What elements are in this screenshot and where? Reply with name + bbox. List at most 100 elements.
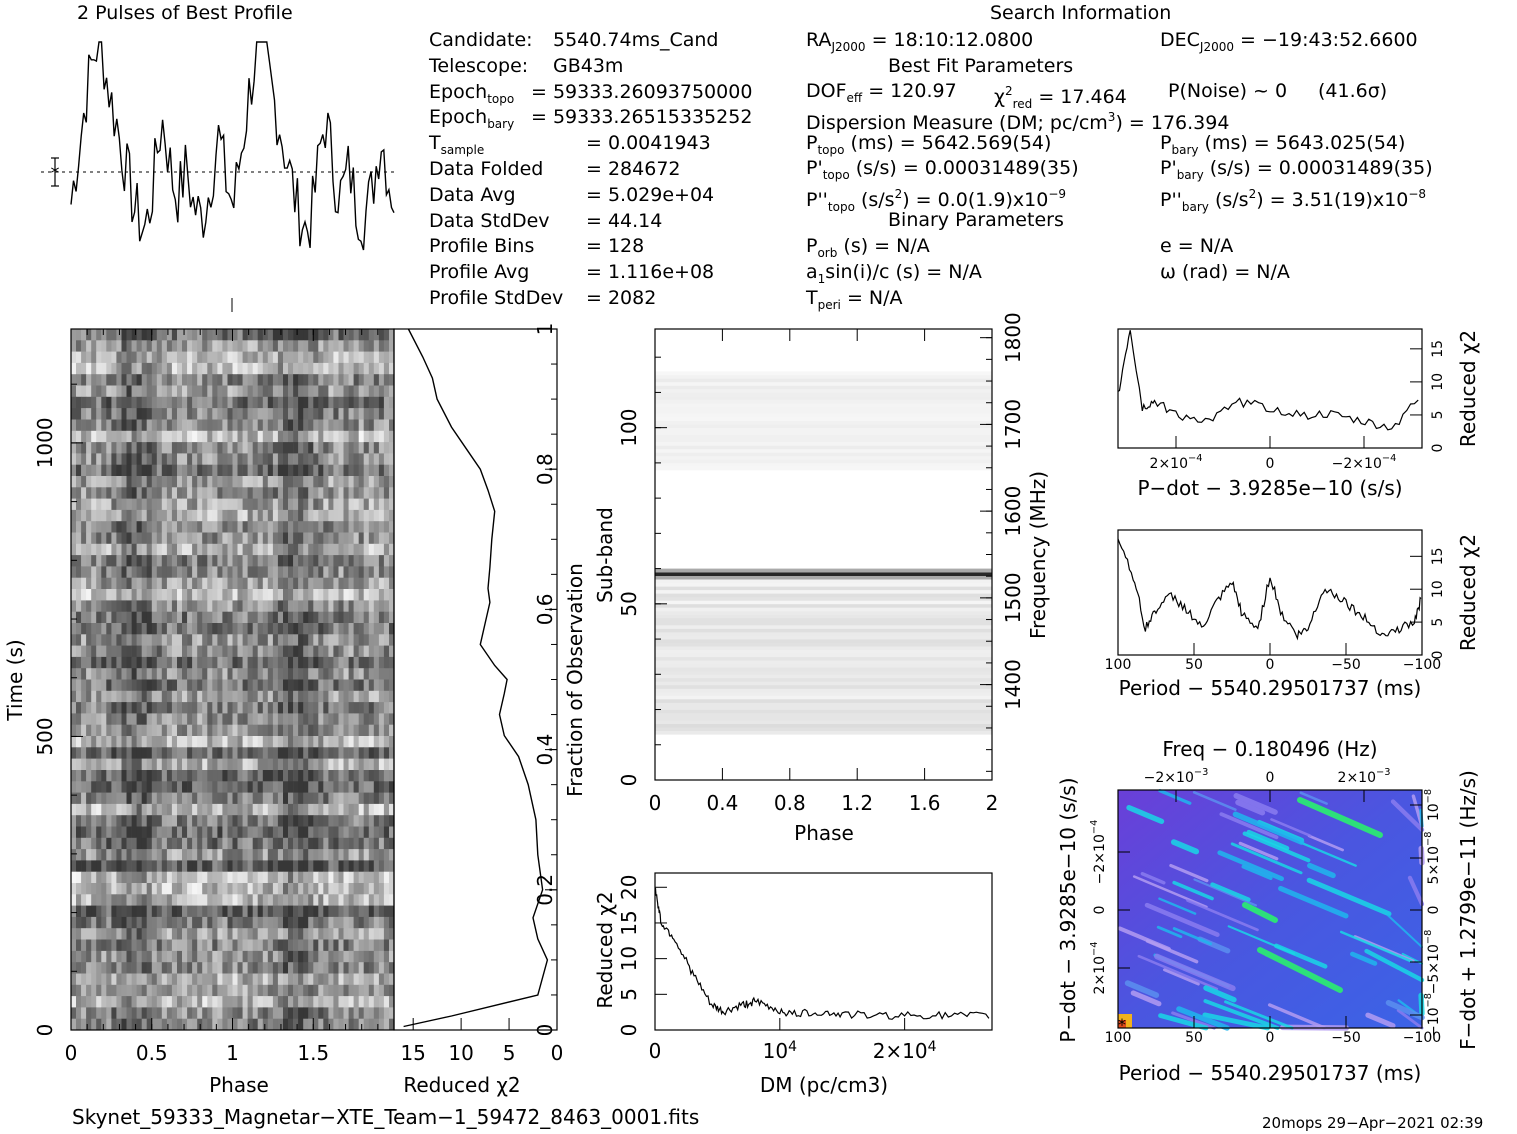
time-phase-cell [166,950,173,963]
time-phase-cell [383,713,390,726]
time-phase-cell [383,950,390,963]
x-tick-label: 0 [649,791,662,815]
subband-row [655,589,992,594]
time-phase-cell [363,950,370,963]
time-phase-cell [96,656,102,669]
time-phase-cell [283,837,289,850]
time-phase-cell [283,871,289,884]
time-phase-cell [121,758,127,771]
x-tick-label: 0 [551,1041,564,1065]
time-phase-cell [151,702,158,714]
time-phase-cell [232,430,238,443]
subband-row [655,575,992,580]
time-phase-cell [323,781,329,793]
time-phase-cell [383,611,390,624]
time-phase-cell [318,1018,324,1031]
time-phase-cell [91,736,97,748]
time-phase-cell [333,849,339,861]
time-phase-cell [227,498,233,511]
time-phase-cell [131,871,137,884]
time-phase-cell [353,815,359,827]
time-phase-cell [106,374,112,386]
time-phase-cell [202,747,208,759]
time-phase-cell [76,871,82,884]
time-phase-cell [217,453,223,466]
time-phase-cell [338,792,344,805]
time-phase-cell [262,939,269,952]
time-phase-cell [177,713,183,726]
time-phase-cell [151,781,158,793]
time-phase-cell [166,430,173,443]
time-phase-cell [197,396,203,409]
time-phase-cell [378,498,385,511]
time-phase-cell [333,521,339,533]
time-phase-cell [136,1007,142,1020]
time-phase-cell [272,374,279,386]
time-phase-cell [283,385,289,398]
time-phase-cell [293,532,299,545]
time-phase-cell [303,634,309,646]
time-phase-cell [121,362,127,375]
time-phase-cell [358,419,365,432]
time-phase-cell [363,736,370,748]
time-phase-cell [257,702,264,714]
time-phase-cell [373,385,380,398]
time-phase-cell [242,362,248,375]
time-phase-cell [283,668,289,680]
time-phase-cell [136,962,142,974]
time-phase-cell [71,374,77,386]
footer-filename: Skynet_59333_Magnetar−XTE_Team−1_59472_8… [72,1105,700,1129]
time-phase-cell [262,702,269,714]
time-phase-cell [81,849,87,861]
time-phase-cell [171,871,178,884]
time-phase-cell [161,543,168,556]
time-phase-cell [126,442,132,454]
time-phase-cell [343,543,349,556]
time-phase-cell [323,656,329,669]
time-phase-cell [207,555,213,567]
time-phase-cell [96,770,102,782]
time-phase-cell [358,464,365,477]
time-phase-cell [272,656,279,669]
time-phase-cell [91,702,97,714]
time-phase-cell [358,555,365,567]
time-phase-cell [136,690,142,703]
time-phase-cell [343,476,349,488]
time-phase-cell [247,634,253,646]
time-phase-cell [71,736,77,748]
time-phase-cell [207,939,213,952]
plane-streak [1217,850,1284,882]
time-phase-cell [232,396,238,409]
y-tick-label: 50 [617,591,641,616]
time-phase-cell [136,577,142,590]
time-phase-cell [328,442,334,454]
subband-row [655,632,992,636]
time-phase-cell [247,690,253,703]
time-phase-cell [222,871,228,884]
time-phase-cell [227,543,233,556]
time-phase-cell [262,453,269,466]
time-phase-cell [328,430,334,443]
time-phase-cell [232,611,238,624]
time-phase-cell [348,736,354,748]
time-phase-cell [197,532,203,545]
time-phase-cell [272,453,279,466]
time-phase-cell [313,1007,319,1020]
time-phase-cell [378,702,385,714]
time-phase-cell [288,894,294,906]
time-phase-cell [207,419,213,432]
time-phase-cell [252,928,259,940]
time-phase-cell [308,532,314,545]
time-phase-cell [328,498,334,511]
time-phase-cell [192,781,198,793]
time-phase-cell [86,487,92,499]
time-phase-cell [318,894,324,906]
time-phase-cell [217,770,223,782]
time-phase-cell [343,905,349,918]
time-phase-cell [141,984,148,997]
time-phase-cell [161,894,168,906]
time-phase-cell [116,871,122,884]
time-phase-cell [71,770,77,782]
time-phase-cell [187,509,193,522]
time-phase-cell [363,509,370,522]
